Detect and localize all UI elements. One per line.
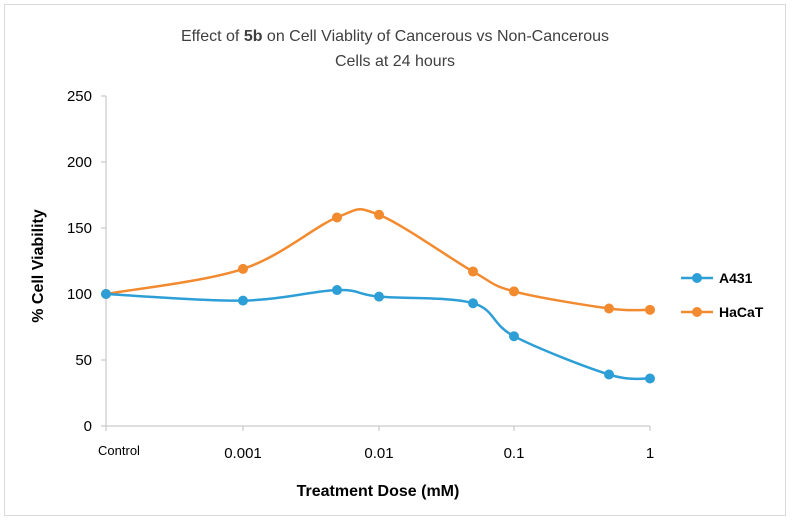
y-tick-label: 150 <box>67 220 92 237</box>
legend-marker-hacat <box>692 307 702 317</box>
chart-title-post: on Cell Viablity of Cancerous vs Non-Can… <box>262 28 609 45</box>
x-tick-label: 0.01 <box>364 445 393 462</box>
data-point-a431 <box>332 285 342 296</box>
legend-marker-a431 <box>692 273 702 283</box>
chart-title-line2: Cells at 24 hours <box>335 53 455 70</box>
data-point-hacat <box>509 286 519 297</box>
y-tick-label: 200 <box>67 154 92 171</box>
legend: A431 HaCaT <box>681 270 764 320</box>
y-axis-ticks: 0 50 100 150 200 250 <box>67 88 106 435</box>
x-tick-label: 1 <box>646 445 654 462</box>
data-point-a431 <box>604 369 614 380</box>
data-point-a431 <box>645 373 655 384</box>
chart-title-line1: Effect of 5b on Cell Viablity of Cancero… <box>181 28 609 45</box>
x-axis-title: Treatment Dose (mM) <box>297 483 460 500</box>
data-point-hacat <box>238 263 248 274</box>
y-axis-title: % Cell Viability <box>30 209 47 323</box>
data-point-a431 <box>101 289 111 299</box>
data-point-hacat <box>645 304 655 315</box>
y-tick-label: 50 <box>75 352 92 369</box>
data-point-hacat <box>468 266 478 277</box>
data-point-hacat <box>332 212 342 223</box>
data-point-a431 <box>238 295 248 306</box>
y-tick-label: 250 <box>67 88 92 105</box>
y-tick-label: 0 <box>84 418 92 435</box>
data-point-hacat <box>374 209 384 220</box>
data-point-a431 <box>468 298 478 309</box>
axes <box>105 96 650 427</box>
chart-title-bold: 5b <box>244 28 263 45</box>
x-tick-label: Control <box>98 443 140 458</box>
data-point-hacat <box>604 303 614 314</box>
data-point-a431 <box>374 291 384 302</box>
legend-label-hacat: HaCaT <box>719 304 764 320</box>
legend-label-a431: A431 <box>719 270 753 286</box>
x-tick-label: 0.1 <box>504 445 525 462</box>
data-point-a431 <box>509 331 519 342</box>
x-tick-label: 0.001 <box>224 445 262 462</box>
chart-title-pre: Effect of <box>181 28 244 45</box>
y-tick-label: 100 <box>67 286 92 303</box>
chart-frame <box>4 4 786 516</box>
series-group <box>101 208 655 384</box>
x-axis-ticks: Control 0.001 0.01 0.1 1 <box>98 426 654 462</box>
